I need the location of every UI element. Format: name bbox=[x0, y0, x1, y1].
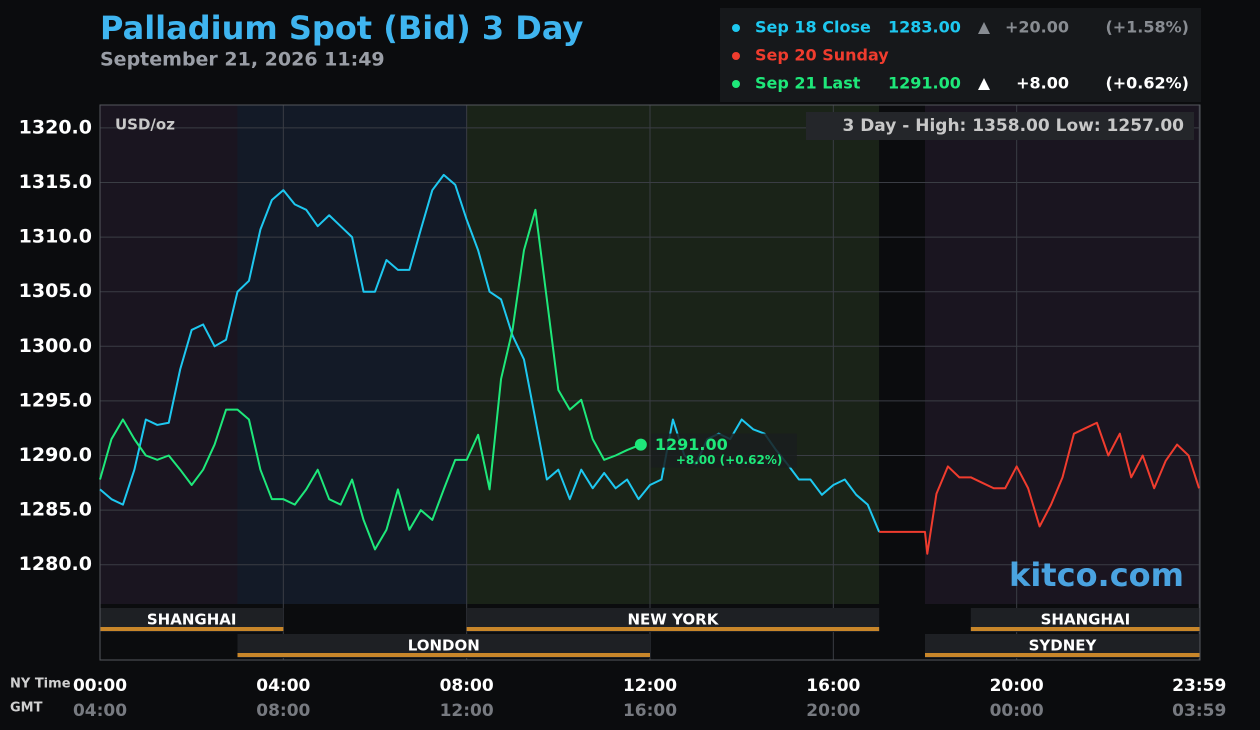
session-underline bbox=[925, 653, 1200, 657]
legend-arrow bbox=[978, 78, 990, 90]
session-label: SHANGHAI bbox=[147, 611, 237, 629]
session-background bbox=[237, 105, 467, 604]
x-tick-label: 00:00 bbox=[73, 676, 127, 696]
brand: kitco.com bbox=[1009, 556, 1184, 594]
session-background bbox=[466, 105, 880, 604]
series-line bbox=[879, 421, 1201, 555]
y-tick-label: 1300.0 bbox=[19, 335, 92, 357]
session-label: SHANGHAI bbox=[1041, 611, 1131, 629]
y-tick-label: 1280.0 bbox=[19, 553, 92, 575]
legend-arrow bbox=[978, 22, 990, 34]
last-label-bg bbox=[650, 433, 797, 468]
x-tick-label: 12:00 bbox=[623, 676, 677, 696]
legend-change: +20.00 bbox=[1005, 18, 1069, 37]
x-tick-label: 08:00 bbox=[440, 676, 494, 696]
y-tick-label: 1285.0 bbox=[19, 499, 92, 521]
y-tick-label: 1305.0 bbox=[19, 280, 92, 302]
series-line bbox=[99, 173, 881, 533]
legend-dot bbox=[732, 80, 740, 88]
unit-label: USD/oz bbox=[115, 116, 175, 134]
legend-name: Sep 21 Last bbox=[755, 74, 861, 93]
chart-subtitle: September 21, 2026 11:49 bbox=[100, 49, 385, 71]
legend-value: 1283.00 bbox=[888, 18, 961, 37]
last-change-label: +8.00 (+0.62%) bbox=[676, 453, 783, 467]
x2-tick-label: 12:00 bbox=[440, 701, 494, 721]
legend-box bbox=[720, 8, 1201, 102]
session-label: NEW YORK bbox=[628, 611, 720, 629]
x-tick-label: 23:59 bbox=[1172, 676, 1226, 696]
last-label: 1291.00 bbox=[655, 435, 728, 454]
session-underline bbox=[237, 653, 650, 657]
legend-dot bbox=[732, 24, 740, 32]
session-underline bbox=[100, 627, 284, 631]
session-underline bbox=[970, 627, 1200, 631]
legend-value: 1291.00 bbox=[888, 74, 961, 93]
legend-name: Sep 20 Sunday bbox=[755, 46, 889, 65]
legend-pct: (+0.62%) bbox=[1105, 74, 1189, 93]
legend-dot bbox=[732, 52, 740, 60]
range-note: 3 Day - High: 1358.00 Low: 1257.00 bbox=[842, 116, 1184, 136]
y-tick-label: 1320.0 bbox=[19, 116, 92, 138]
legend-name: Sep 18 Close bbox=[755, 18, 871, 37]
y-tick-label: 1315.0 bbox=[19, 171, 92, 193]
x2-tick-label: 08:00 bbox=[256, 701, 310, 721]
session-background bbox=[100, 105, 238, 604]
plot-frame bbox=[99, 104, 1201, 661]
x-tick-label: 16:00 bbox=[806, 676, 860, 696]
x-axis-label: NY Time bbox=[10, 677, 71, 692]
y-tick-label: 1290.0 bbox=[19, 444, 92, 466]
session-label: LONDON bbox=[408, 637, 480, 655]
session-background bbox=[925, 105, 1200, 604]
x2-tick-label: 04:00 bbox=[73, 701, 127, 721]
y-tick-label: 1310.0 bbox=[19, 226, 92, 248]
session-background bbox=[879, 105, 925, 604]
session-underline bbox=[466, 627, 880, 631]
session-label: SYDNEY bbox=[1029, 637, 1098, 655]
last-point bbox=[634, 438, 647, 451]
series-line bbox=[99, 208, 642, 551]
x2-axis-label: GMT bbox=[10, 701, 43, 716]
legend-pct: (+1.58%) bbox=[1105, 18, 1189, 37]
y-tick-label: 1295.0 bbox=[19, 389, 92, 411]
chart-title: Palladium Spot (Bid) 3 Day bbox=[100, 9, 583, 47]
x2-tick-label: 16:00 bbox=[623, 701, 677, 721]
x-tick-label: 20:00 bbox=[990, 676, 1044, 696]
range-note-bg bbox=[806, 112, 1194, 140]
x-tick-label: 04:00 bbox=[256, 676, 310, 696]
x2-tick-label: 00:00 bbox=[990, 701, 1044, 721]
x2-tick-label: 03:59 bbox=[1172, 701, 1226, 721]
x2-tick-label: 20:00 bbox=[806, 701, 860, 721]
legend-change: +8.00 bbox=[1016, 74, 1069, 93]
